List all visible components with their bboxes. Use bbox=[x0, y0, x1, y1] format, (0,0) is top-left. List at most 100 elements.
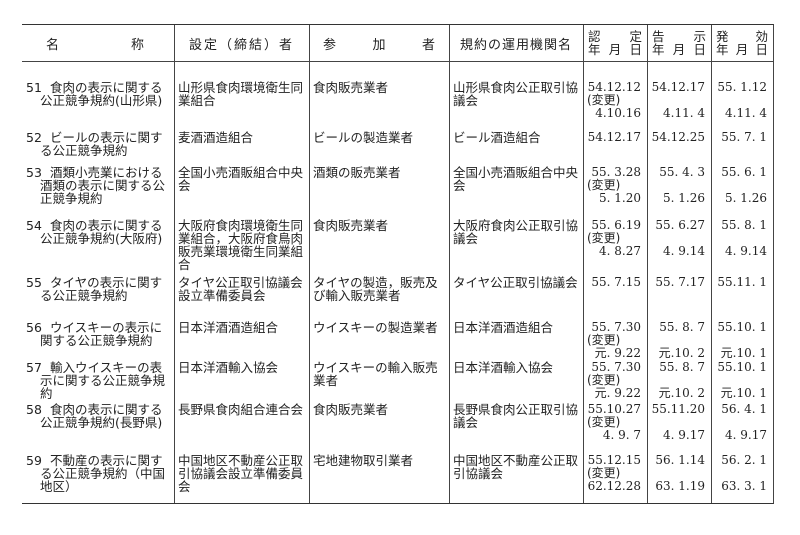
header-text: 効 bbox=[755, 29, 768, 44]
cell-operator: 大阪府食肉公正取引協 議会 bbox=[449, 219, 583, 245]
cell-line: び輸入販売業者 bbox=[313, 288, 401, 303]
cell-establisher: 中国地区不動産公正取 引協議会設立準備委員会 bbox=[174, 454, 309, 493]
cell-line: 大阪府食肉環境衛生同 bbox=[178, 218, 304, 233]
amended-label: (変更) bbox=[587, 373, 621, 387]
cell-line: タイヤの製造，販売及 bbox=[313, 275, 438, 290]
name-text: ウイスキーの表示に bbox=[50, 320, 163, 335]
cell-name: 54 食肉の表示に関する 公正競争規約(大阪府) bbox=[22, 219, 174, 245]
header-text: 月 bbox=[735, 42, 749, 57]
cell-name: 58 食肉の表示に関する 公正競争規約(長野県) bbox=[22, 403, 174, 429]
amended-label: (変更) bbox=[587, 93, 621, 107]
date-value: 55.12.15 bbox=[587, 453, 641, 467]
cell-operator: 全国小売酒販組合中央会 bbox=[449, 166, 583, 192]
cell-line: 55 タイヤの表示に関す bbox=[26, 276, 170, 289]
cell-notified: 55. 8. 7 元.10. 2 bbox=[647, 361, 711, 400]
cell-line: 酒類の販売業者 bbox=[313, 165, 401, 180]
cell-line: 示に関する公正競争規 bbox=[40, 373, 166, 388]
amended-label: (変更) bbox=[587, 415, 621, 429]
header-text: 称 bbox=[130, 37, 144, 53]
cell-line: タイヤ公正取引協議会 bbox=[453, 275, 578, 290]
cell-effective: 55.11. 1 bbox=[711, 276, 773, 289]
cell-line: 52 ビールの表示に関す bbox=[26, 131, 170, 144]
cell-name: 55 タイヤの表示に関す る公正競争規約 bbox=[22, 276, 174, 302]
date-value: 63. 3. 1 bbox=[721, 479, 767, 493]
cell-name: 59 不動産の表示に関す る公正競争規約（中国 地区） bbox=[22, 454, 174, 493]
cell-line: 公正競争規約(長野県) bbox=[40, 415, 163, 430]
cell-notified: 55. 4. 3 5. 1.26 bbox=[647, 166, 711, 205]
date-value: 4.10.16 bbox=[591, 106, 641, 120]
date-value: 55. 6. 1 bbox=[721, 165, 767, 179]
date-value: 55.10. 1 bbox=[717, 320, 767, 334]
name-text: 食肉の表示に関する bbox=[50, 218, 163, 233]
date-value: 55. 7.30 bbox=[591, 320, 641, 334]
date-value: 54.12.25 bbox=[651, 130, 705, 144]
cell-establisher: 山形県食肉環境衛生同 業組合 bbox=[174, 81, 309, 107]
cell-line: 全国小売酒販組合中央 bbox=[453, 165, 579, 180]
date-value: 5. 1.20 bbox=[595, 191, 641, 205]
cell-participants: 食肉販売業者 bbox=[309, 219, 449, 232]
cell-approved: 55. 6.19 (変更) 4. 8.27 bbox=[583, 219, 647, 258]
cell-line: 57 輸入ウイスキーの表 bbox=[26, 361, 170, 374]
header-operator: 規約の運用機関名 bbox=[459, 37, 572, 53]
cell-name: 51 食肉の表示に関する 公正競争規約(山形県) bbox=[22, 81, 174, 107]
cell-line: 59 不動産の表示に関す bbox=[26, 454, 170, 467]
header-text: 月 bbox=[672, 42, 686, 57]
cell-line: 山形県食肉公正取引協 bbox=[453, 80, 579, 95]
cell-participants: ビールの製造業者 bbox=[309, 131, 449, 144]
date-value: 55. 3.28 bbox=[591, 165, 641, 179]
cell-name: 52 ビールの表示に関す る公正競争規約 bbox=[22, 131, 174, 157]
header-text: 年 bbox=[652, 42, 665, 57]
cell-line: 中国地区不動産公正取 bbox=[453, 453, 579, 468]
cell-line: ビールの製造業者 bbox=[313, 130, 414, 145]
cell-line: 販売業環境衛生同業組 bbox=[178, 244, 304, 259]
date-value: 56. 4. 1 bbox=[721, 402, 767, 416]
header-text: 発 bbox=[716, 29, 729, 44]
cell-participants: 食肉販売業者 bbox=[309, 81, 449, 94]
row-number: 56 bbox=[26, 320, 42, 335]
cell-operator: 山形県食肉公正取引協 議会 bbox=[449, 81, 583, 107]
cell-establisher: 全国小売酒販組合中央会 bbox=[174, 166, 309, 192]
cell-line: 日本洋酒酒造組合 bbox=[453, 320, 554, 335]
cell-line: 全国小売酒販組合中央 bbox=[178, 165, 304, 180]
amended-label: (変更) bbox=[587, 466, 621, 480]
cell-line: 会 bbox=[178, 178, 191, 193]
cell-effective: 56. 4. 1 4. 9.17 bbox=[711, 403, 773, 442]
cell-line: 議会 bbox=[453, 415, 479, 430]
header-text: 日 bbox=[755, 42, 768, 57]
cell-line: 53 酒類小売業における bbox=[26, 166, 170, 179]
cell-line: 食肉販売業者 bbox=[313, 402, 389, 417]
date-value: 4. 9.17 bbox=[659, 428, 705, 442]
date-value: 63. 1.19 bbox=[655, 479, 705, 493]
regulations-table: 名称 設定（締結）者 参加者 規約の運用機関名 認定 年月日 告示 年月日 発効… bbox=[22, 24, 774, 504]
cell-notified: 55. 8. 7 元.10. 2 bbox=[647, 321, 711, 360]
header-effective: 発 効 年月日 bbox=[711, 25, 773, 61]
cell-approved: 55. 7.30 (変更) 元. 9.22 bbox=[583, 321, 647, 360]
header-text: 名 bbox=[46, 37, 60, 53]
date-value: 元.10. 1 bbox=[720, 386, 767, 400]
column-divider bbox=[174, 25, 175, 503]
header-text: 年 bbox=[588, 42, 601, 57]
cell-operator: 日本洋酒酒造組合 bbox=[449, 321, 583, 334]
cell-line: 日本洋酒輸入協会 bbox=[453, 360, 554, 375]
cell-line: 日本洋酒酒造組合 bbox=[178, 320, 279, 335]
column-divider bbox=[711, 25, 712, 503]
cell-line: 業組合，大阪府食鳥肉 bbox=[178, 231, 304, 246]
date-value: 55. 8. 1 bbox=[721, 218, 767, 232]
cell-line: ウイスキーの輸入販売 bbox=[313, 360, 438, 375]
cell-line: 合 bbox=[178, 257, 191, 272]
date-value: 4. 8.27 bbox=[599, 244, 641, 258]
date-value: 4. 9. 7 bbox=[602, 428, 641, 442]
cell-approved: 55. 7.15 bbox=[583, 276, 647, 289]
cell-establisher: 日本洋酒輸入協会 bbox=[174, 361, 309, 374]
name-text: 食肉の表示に関する bbox=[50, 80, 163, 95]
header-text: 定 bbox=[629, 29, 642, 44]
cell-line: 食肉販売業者 bbox=[313, 218, 389, 233]
cell-notified: 55. 6.27 4. 9.14 bbox=[647, 219, 711, 258]
date-value: 元.10. 2 bbox=[658, 386, 705, 400]
cell-effective: 55.10. 1 元.10. 1 bbox=[711, 361, 773, 400]
date-value: 4. 9.14 bbox=[721, 244, 767, 258]
date-value: 54.12.17 bbox=[587, 130, 641, 144]
cell-establisher: 麦酒酒造組合 bbox=[174, 131, 309, 144]
date-value: 5. 1.26 bbox=[721, 191, 767, 205]
cell-participants: 食肉販売業者 bbox=[309, 403, 449, 416]
